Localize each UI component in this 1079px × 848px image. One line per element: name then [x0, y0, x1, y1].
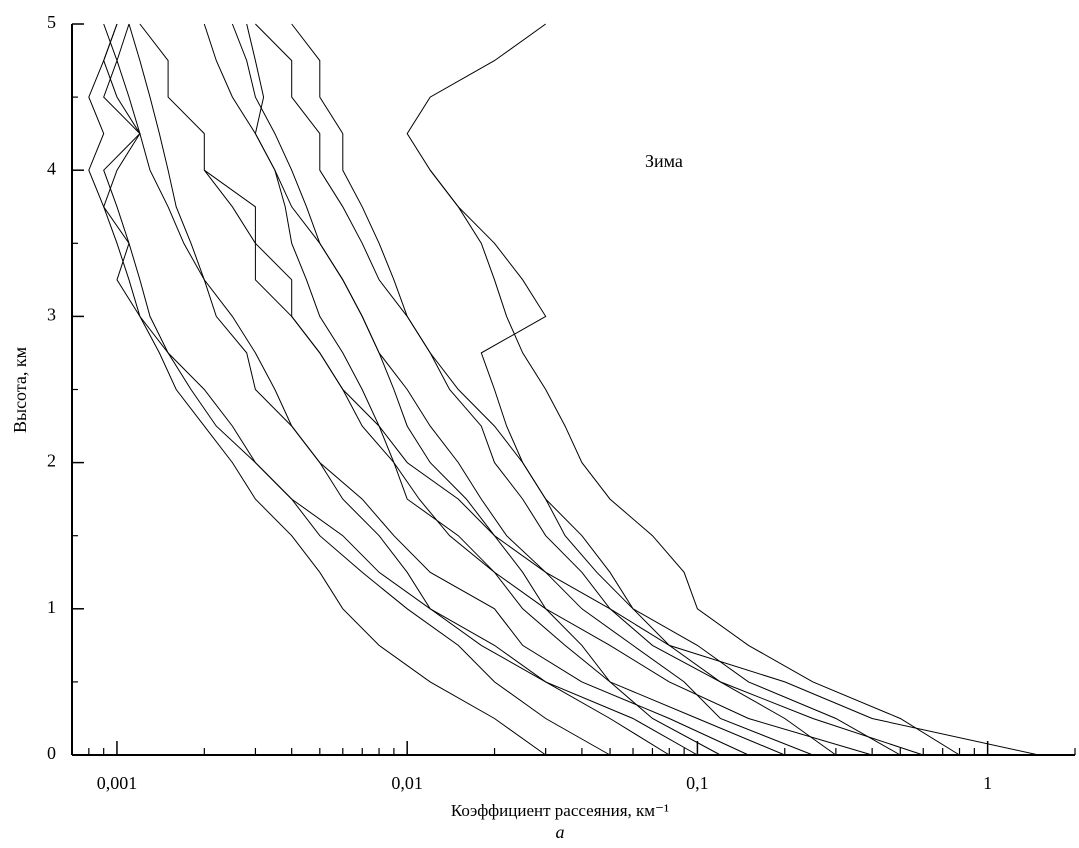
- profile-line: [88, 23, 546, 756]
- profile-line: [406, 23, 960, 756]
- x-tick-label: 0,001: [97, 773, 138, 793]
- profile-line: [128, 23, 749, 756]
- y-tick-label: 1: [47, 597, 56, 617]
- y-tick-label: 2: [47, 451, 56, 471]
- profile-line: [203, 23, 814, 756]
- profile-line: [103, 23, 670, 756]
- y-tick-label: 0: [47, 743, 56, 763]
- subtitle: а: [556, 822, 565, 842]
- profile-line: [103, 23, 698, 756]
- profile-line: [246, 23, 721, 756]
- profile-line: [255, 23, 901, 756]
- profile-line: [429, 169, 924, 756]
- profile-line: [291, 23, 837, 756]
- annotation: Зима: [645, 151, 683, 171]
- x-tick-label: 0,01: [391, 773, 423, 793]
- y-axis-label: Высота, км: [10, 347, 30, 433]
- profile-line: [231, 23, 873, 756]
- x-tick-label: 0,1: [686, 773, 709, 793]
- y-tick-label: 3: [47, 305, 56, 325]
- y-tick-label: 4: [47, 158, 56, 178]
- y-tick-label: 5: [47, 12, 56, 32]
- profile-line: [103, 23, 611, 756]
- x-tick-label: 1: [983, 773, 992, 793]
- x-axis-label: Коэффициент рассеяния, км⁻¹: [451, 801, 669, 820]
